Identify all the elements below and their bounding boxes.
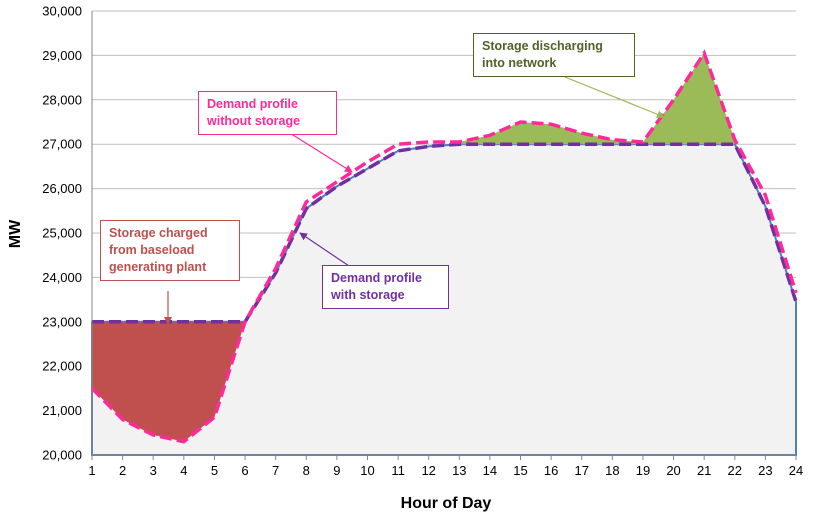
axes: 20,000 21,000 22,000 23,000 24,000 25,000 26,0… bbox=[42, 4, 803, 479]
annotation-without-storage: Demand profile without storage bbox=[198, 91, 337, 135]
x-axis-title: Hour of Day bbox=[401, 495, 492, 512]
y-tick-label: 28,000 bbox=[42, 92, 82, 107]
annotation-line: Storage charged bbox=[109, 226, 208, 240]
x-tick-label: 19 bbox=[636, 463, 650, 478]
annotation-storage-charged: Storage charged from baseload generating… bbox=[100, 220, 240, 281]
annotation-line: generating plant bbox=[109, 260, 207, 274]
x-tick-label: 17 bbox=[575, 463, 589, 478]
y-tick-label: 26,000 bbox=[42, 181, 82, 196]
x-tick-label: 6 bbox=[241, 463, 248, 478]
arrow-storage-discharging bbox=[564, 76, 665, 119]
y-tick-label: 30,000 bbox=[42, 4, 82, 19]
arrow-without-storage bbox=[284, 129, 353, 173]
x-tick-label: 23 bbox=[758, 463, 772, 478]
x-tick-label: 10 bbox=[360, 463, 374, 478]
annotation-storage-discharging: Storage discharging into network bbox=[473, 33, 635, 77]
x-tick-label: 9 bbox=[333, 463, 340, 478]
x-tick-label: 5 bbox=[211, 463, 218, 478]
x-tick-label: 1 bbox=[88, 463, 95, 478]
annotation-line: into network bbox=[482, 56, 557, 70]
annotation-line: Demand profile bbox=[331, 271, 422, 285]
x-tick-label: 11 bbox=[391, 463, 405, 478]
x-tick-label: 18 bbox=[605, 463, 619, 478]
x-tick-label: 4 bbox=[180, 463, 187, 478]
annotation-line: Demand profile bbox=[207, 97, 298, 111]
series-lines bbox=[90, 49, 798, 444]
y-tick-label: 22,000 bbox=[42, 359, 82, 374]
without-storage-line bbox=[90, 49, 798, 444]
x-tick-label: 20 bbox=[666, 463, 680, 478]
x-tick-label: 2 bbox=[119, 463, 126, 478]
annotation-line: with storage bbox=[331, 288, 405, 302]
x-tick-label: 8 bbox=[303, 463, 310, 478]
x-tick-label: 22 bbox=[728, 463, 742, 478]
storage-charging-area bbox=[92, 321, 246, 442]
x-tick-label: 24 bbox=[789, 463, 803, 478]
annotation-line: without storage bbox=[207, 114, 301, 128]
x-tick-label: 15 bbox=[513, 463, 527, 478]
x-tick-label: 12 bbox=[421, 463, 435, 478]
y-tick-label: 20,000 bbox=[42, 448, 82, 463]
y-axis-title: MW bbox=[7, 219, 24, 248]
y-tick-label: 27,000 bbox=[42, 137, 82, 152]
y-tick-label: 25,000 bbox=[42, 226, 82, 241]
storage-discharging-area bbox=[459, 53, 735, 145]
y-tick-label: 23,000 bbox=[42, 314, 82, 329]
x-tick-label: 16 bbox=[544, 463, 558, 478]
x-tick-label: 21 bbox=[697, 463, 711, 478]
annotation-with-storage: Demand profile with storage bbox=[322, 265, 449, 309]
arrow-with-storage bbox=[299, 232, 353, 269]
y-tick-label: 21,000 bbox=[42, 403, 82, 418]
with-storage-line bbox=[92, 142, 798, 324]
annotation-line: from baseload bbox=[109, 243, 195, 257]
x-tick-label: 14 bbox=[483, 463, 497, 478]
x-tick-label: 7 bbox=[272, 463, 279, 478]
callout-arrows bbox=[164, 76, 665, 325]
annotation-line: Storage discharging bbox=[482, 39, 603, 53]
y-tick-label: 29,000 bbox=[42, 48, 82, 63]
x-tick-label: 13 bbox=[452, 463, 466, 478]
x-tick-label: 3 bbox=[150, 463, 157, 478]
y-tick-label: 24,000 bbox=[42, 270, 82, 285]
